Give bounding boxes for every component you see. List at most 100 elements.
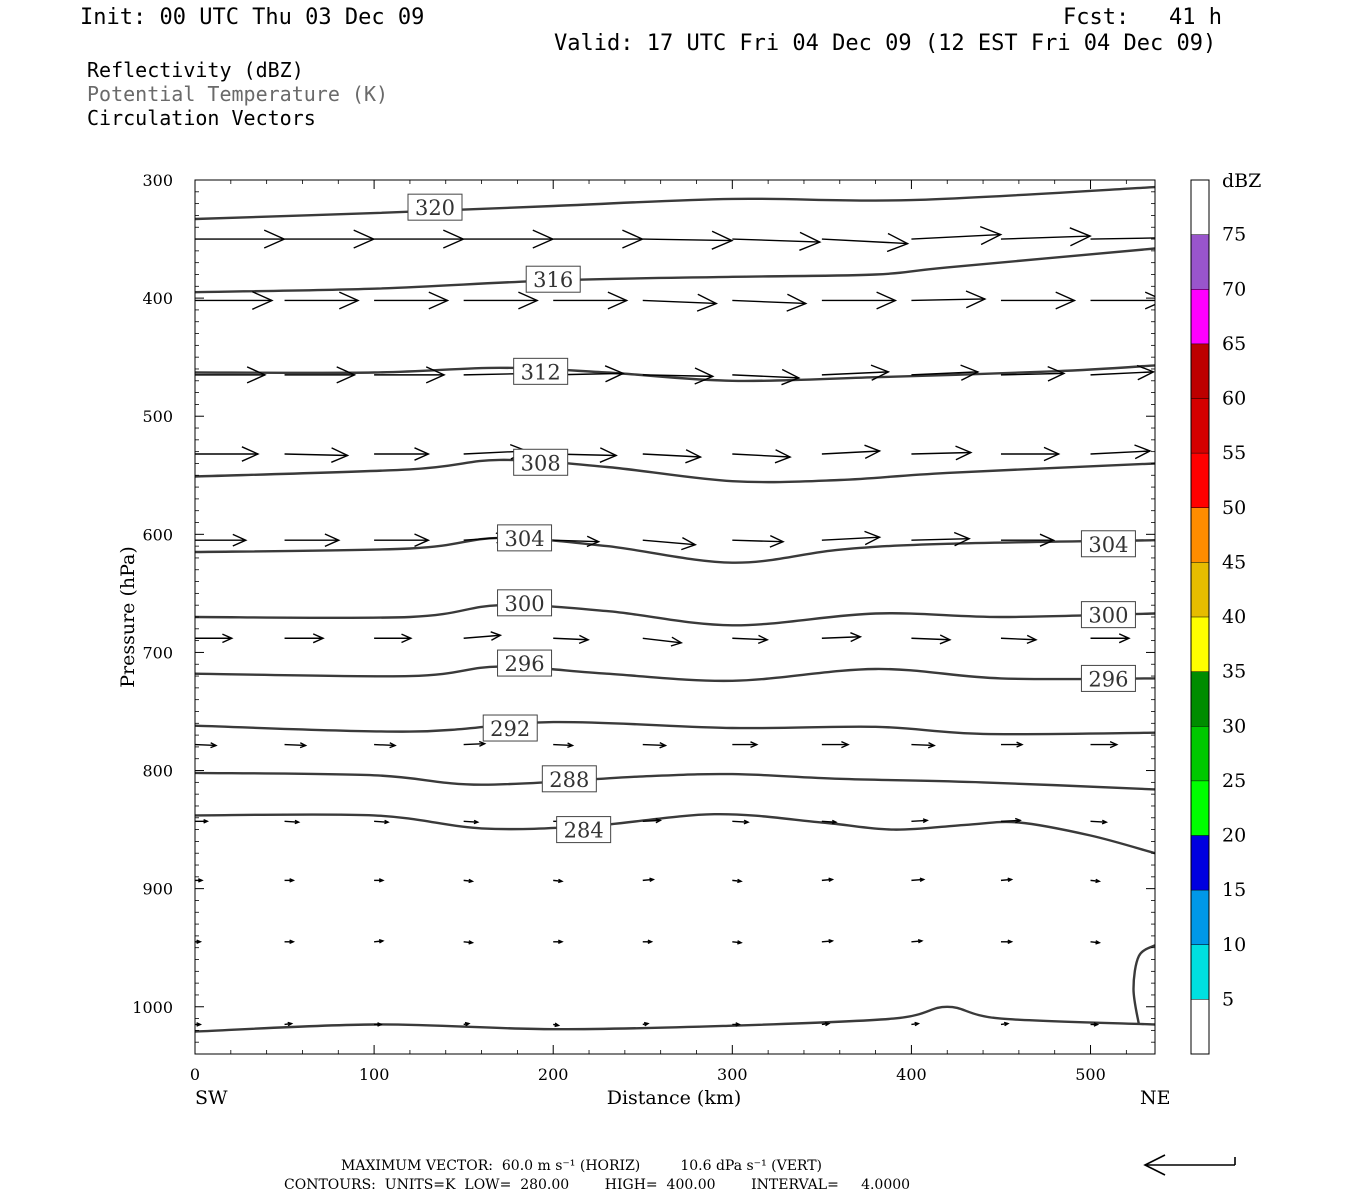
circulation-vector (821, 740, 850, 749)
contour-label-box (497, 649, 553, 677)
circulation-vector (1090, 1022, 1100, 1027)
circulation-vector (1000, 817, 1022, 824)
reference-vector-icon (1143, 1154, 1236, 1176)
contour-label-box (1080, 530, 1136, 558)
contour-label: 300 (1088, 604, 1128, 628)
circulation-vector (1090, 237, 1155, 240)
y-tick-label: 400 (142, 289, 173, 308)
contour-label-box (541, 765, 597, 793)
circulation-vector (284, 1021, 294, 1027)
circulation-vector (195, 1022, 203, 1027)
circulation-vector (642, 293, 719, 312)
circulation-vector (553, 939, 564, 945)
colorbar-label: 10 (1222, 934, 1246, 956)
circulation-vector (553, 742, 575, 749)
circulation-vector (1000, 365, 1066, 382)
circulation-vector (642, 367, 715, 385)
circulation-vector (821, 938, 835, 944)
theta-contour-300 (195, 603, 1155, 627)
circulation-vector (284, 633, 325, 644)
circulation-vector (463, 229, 555, 249)
circulation-vector (911, 634, 952, 645)
colorbar-swatch (1191, 890, 1209, 945)
colorbar-swatch (1191, 999, 1209, 1054)
circulation-vector (463, 631, 503, 641)
circulation-vector (911, 818, 929, 824)
y-axis-title: Pressure (hPa) (117, 546, 139, 688)
contour-label: 312 (521, 360, 561, 384)
colorbar-label: 70 (1222, 278, 1246, 300)
legend-reflectivity: Reflectivity (dBZ) (87, 58, 304, 82)
colorbar-label: 50 (1222, 497, 1246, 519)
circulation-vector (642, 449, 703, 464)
circulation-vector (284, 229, 376, 249)
x-tick-label: 300 (717, 1065, 748, 1084)
theta-contour-316 (195, 247, 1155, 294)
circulation-vector (642, 877, 656, 883)
contour-info: CONTOURS: UNITS=K LOW= 280.00 HIGH= 400.… (284, 1177, 911, 1193)
x-tick-label: 0 (190, 1065, 200, 1084)
circulation-vector (732, 741, 759, 749)
colorbar-label: 40 (1222, 606, 1246, 628)
circulation-vector (821, 819, 838, 825)
colorbar-swatch (1191, 289, 1209, 344)
circulation-vector (911, 290, 987, 309)
circulation-vector (284, 366, 357, 384)
colorbar-label: 45 (1222, 551, 1246, 573)
circulation-vector (821, 632, 863, 643)
colorbar-swatch (1191, 180, 1209, 235)
circulation-vector (821, 444, 882, 460)
circulation-vector (374, 533, 431, 548)
theta-contour-292 (195, 720, 1155, 736)
circulation-vector (642, 939, 654, 945)
colorbar-label: 15 (1222, 879, 1246, 901)
circulation-vector (374, 633, 413, 644)
circulation-vector (374, 229, 466, 249)
y-tick-label: 700 (142, 643, 173, 662)
circulation-vector (374, 366, 446, 384)
circulation-vector (821, 291, 898, 310)
circulation-vector (195, 229, 287, 249)
valid-time: Valid: 17 UTC Fri 04 Dec 09 (12 EST Fri … (554, 31, 1217, 56)
circulation-vector (284, 291, 360, 310)
circulation-vector (911, 1021, 921, 1027)
contour-label: 296 (1088, 667, 1128, 691)
circulation-vector (374, 291, 450, 310)
circulation-vector (821, 1021, 831, 1027)
circulation-vector (732, 368, 801, 386)
circulation-vector (1000, 446, 1061, 462)
contour-label: 304 (505, 527, 545, 551)
colorbar-title: dBZ (1222, 170, 1261, 192)
circulation-vector (284, 742, 308, 749)
circulation-vector (463, 1021, 471, 1027)
circulation-vector (195, 446, 260, 462)
circulation-vector (1000, 634, 1038, 645)
circulation-vector (732, 634, 770, 645)
circulation-vector (1000, 1021, 1010, 1027)
theta-contour-280 (1132, 944, 1155, 1025)
circulation-vector (463, 940, 475, 945)
colorbar-swatch (1191, 507, 1209, 563)
circulation-vector (732, 293, 808, 312)
circulation-vector (821, 530, 882, 546)
circulation-vector (911, 877, 926, 883)
y-tick-label: 1000 (132, 998, 173, 1017)
contour-label: 292 (490, 717, 530, 741)
circulation-vector (284, 819, 301, 825)
circulation-vector (195, 366, 267, 384)
circulation-vector (195, 878, 204, 883)
contour-label-box (482, 714, 538, 742)
contour-label: 288 (549, 768, 589, 792)
circulation-vector (911, 741, 936, 749)
circulation-vector (553, 634, 590, 645)
forecast-hour: Fcst: 41 h (1063, 5, 1222, 30)
circulation-vector (732, 231, 822, 251)
circulation-vector (1090, 819, 1109, 825)
x-tick-label: 200 (538, 1065, 569, 1084)
circulation-vector (553, 535, 601, 548)
x-endpoint-left: SW (195, 1087, 228, 1109)
colorbar-label: 5 (1222, 988, 1234, 1010)
circulation-vector (821, 877, 835, 883)
contour-label: 296 (505, 652, 545, 676)
